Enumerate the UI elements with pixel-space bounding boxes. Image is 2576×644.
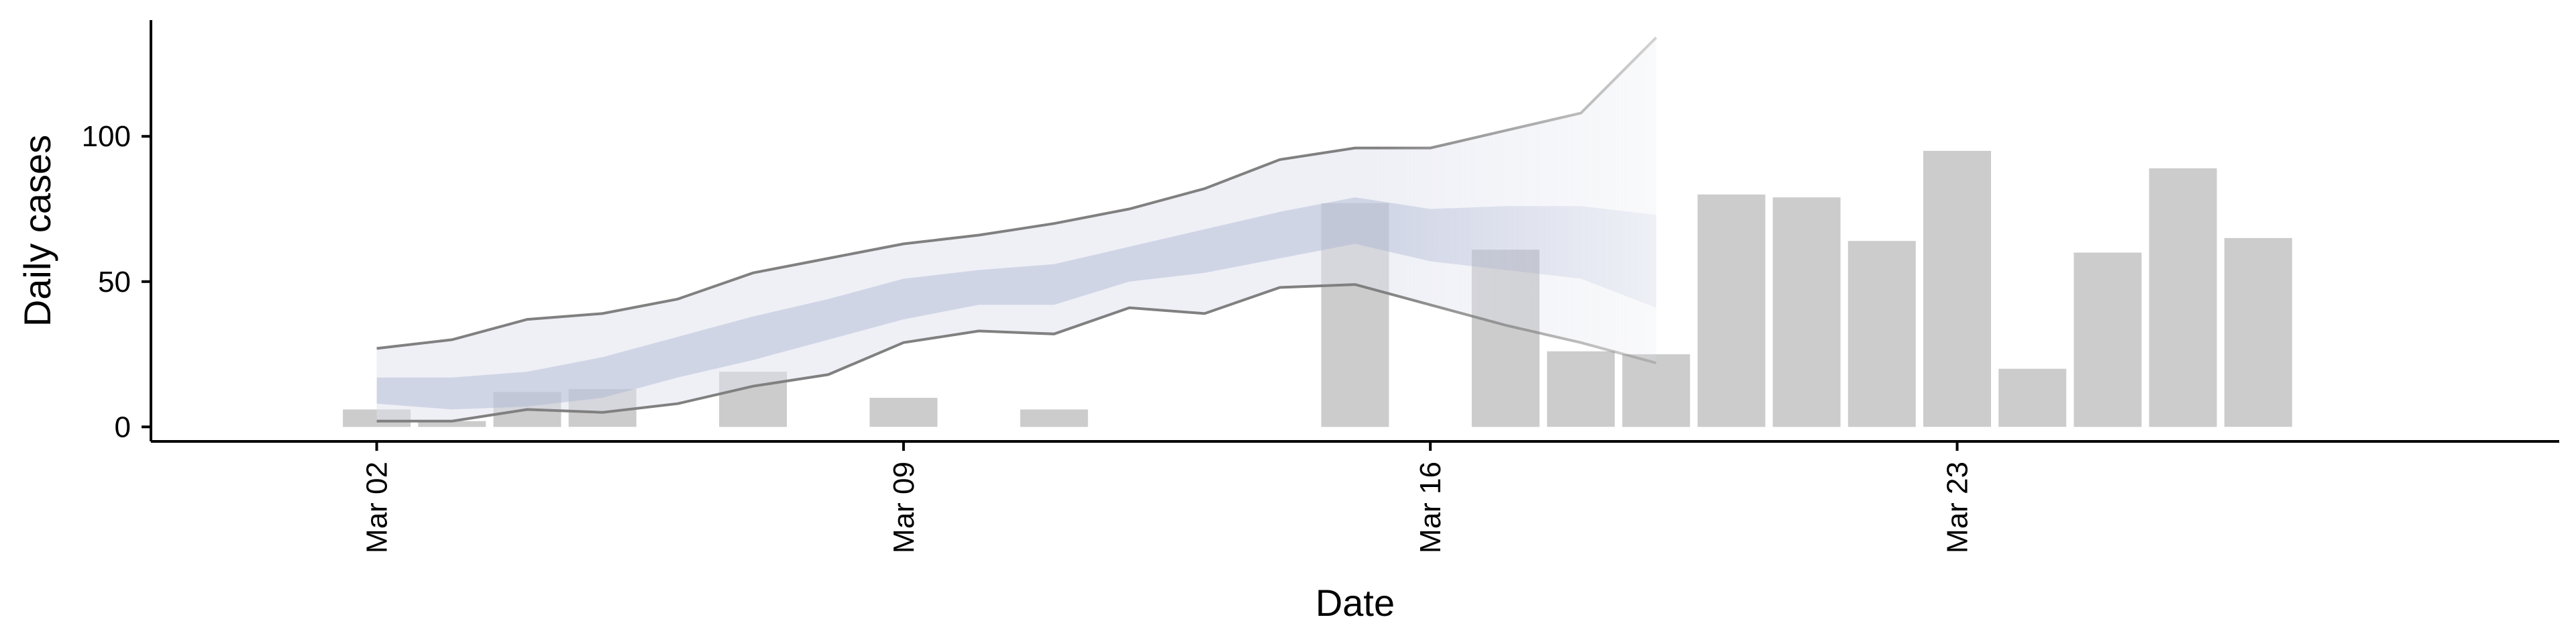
- bar-2020-03-03: [418, 421, 486, 427]
- bar-2020-03-26: [2149, 168, 2217, 427]
- y-tick-label-50: 50: [98, 266, 131, 299]
- bar-2020-03-20: [1697, 194, 1766, 427]
- inner-interval-band: [376, 197, 1656, 410]
- x-tick-label-2020-03-23: Mar 23: [1941, 462, 1974, 553]
- y-axis-ticks: 0 50 100: [82, 120, 151, 443]
- bar-2020-03-11: [1020, 409, 1088, 427]
- y-axis-title: Daily cases: [16, 135, 58, 327]
- lower-bound-line: [376, 283, 1657, 423]
- bar-2020-03-24: [1998, 368, 2067, 427]
- y-tick-label-100: 100: [82, 120, 131, 153]
- bar-2020-03-09: [869, 398, 938, 427]
- y-tick-label-0: 0: [115, 411, 131, 443]
- outer-interval-band: [376, 38, 1656, 421]
- x-tick-label-2020-03-02: Mar 02: [361, 462, 394, 553]
- bar-2020-03-22: [1847, 241, 1916, 427]
- x-axis-title: Date: [1316, 582, 1395, 624]
- x-axis-ticks: Mar 02 Mar 09 Mar 16 Mar 23: [361, 441, 1974, 553]
- bars: [343, 150, 2292, 427]
- bar-2020-03-23: [1923, 150, 1991, 427]
- x-tick-label-2020-03-16: Mar 16: [1414, 462, 1447, 553]
- bar-2020-03-19: [1622, 354, 1690, 427]
- upper-bound-line: [376, 36, 1658, 350]
- estimate-bands: [376, 36, 1658, 423]
- bar-2020-03-18: [1547, 351, 1615, 427]
- bar-2020-03-21: [1772, 197, 1841, 427]
- bar-2020-03-27: [2224, 237, 2292, 427]
- x-tick-label-2020-03-09: Mar 09: [888, 462, 920, 553]
- bar-2020-03-25: [2074, 252, 2142, 427]
